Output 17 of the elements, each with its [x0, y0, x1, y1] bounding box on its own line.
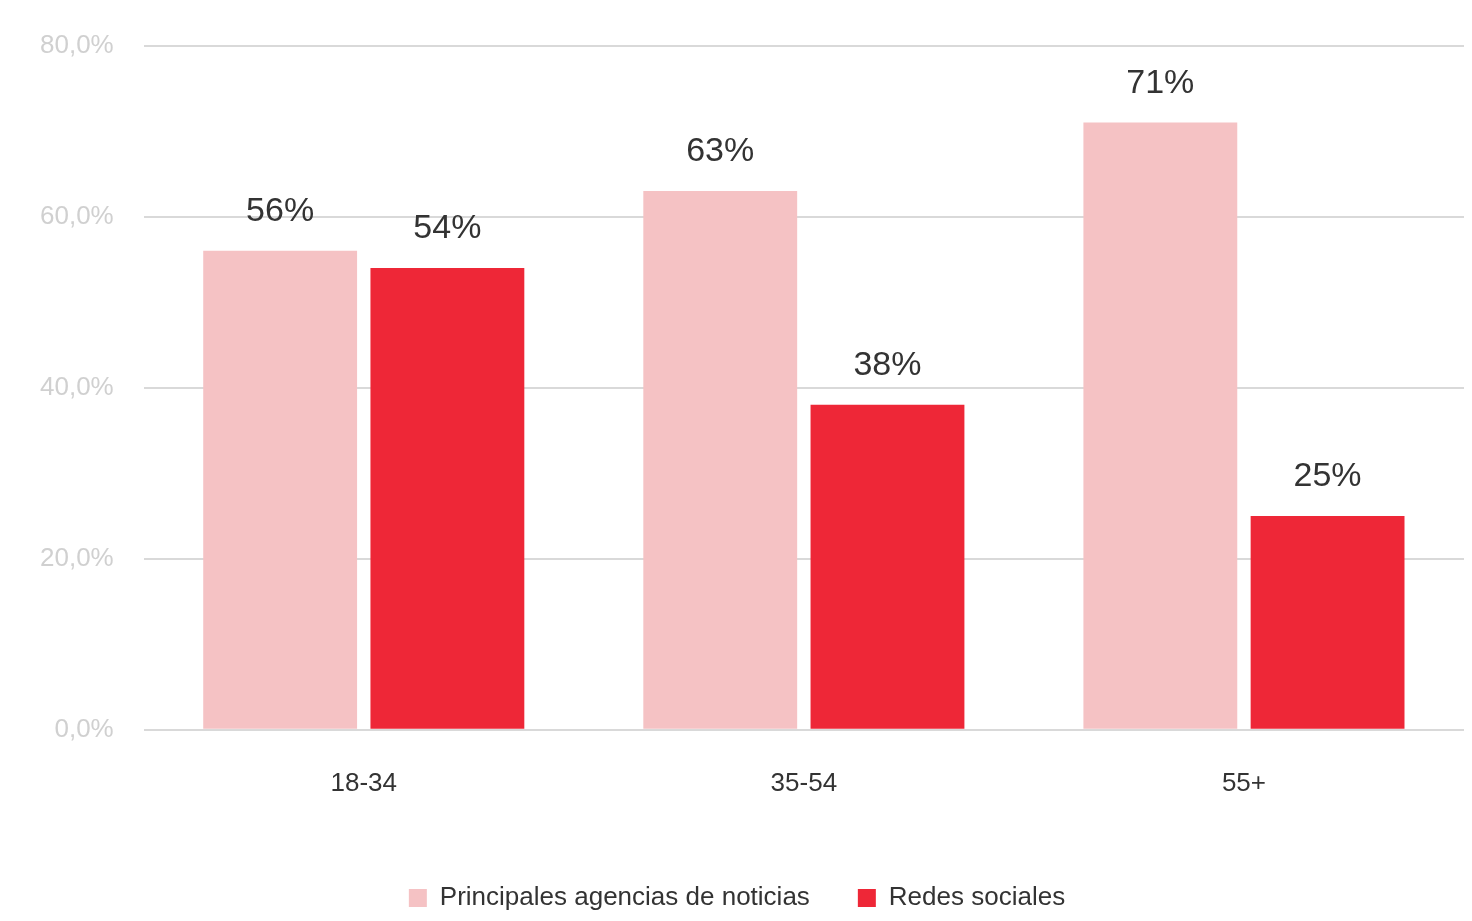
x-tick-label: 55+ [1221, 766, 1267, 797]
x-tick-label: 35-54 [770, 766, 838, 797]
data-label: 38% [853, 344, 922, 383]
data-label: 71% [1126, 61, 1195, 100]
data-label: 63% [686, 130, 755, 169]
data-label: 54% [413, 207, 482, 246]
bar [643, 190, 798, 729]
bar [370, 267, 525, 729]
legend-label: Principales agencias de noticias [439, 881, 810, 912]
bar [1083, 122, 1238, 729]
bar [203, 250, 358, 729]
data-label: 56% [246, 190, 315, 229]
x-tick-label: 18-34 [330, 766, 398, 797]
data-label: 25% [1293, 455, 1362, 494]
legend-label: Redes sociales [888, 881, 1066, 912]
bar [810, 404, 965, 729]
bar [1250, 515, 1405, 729]
